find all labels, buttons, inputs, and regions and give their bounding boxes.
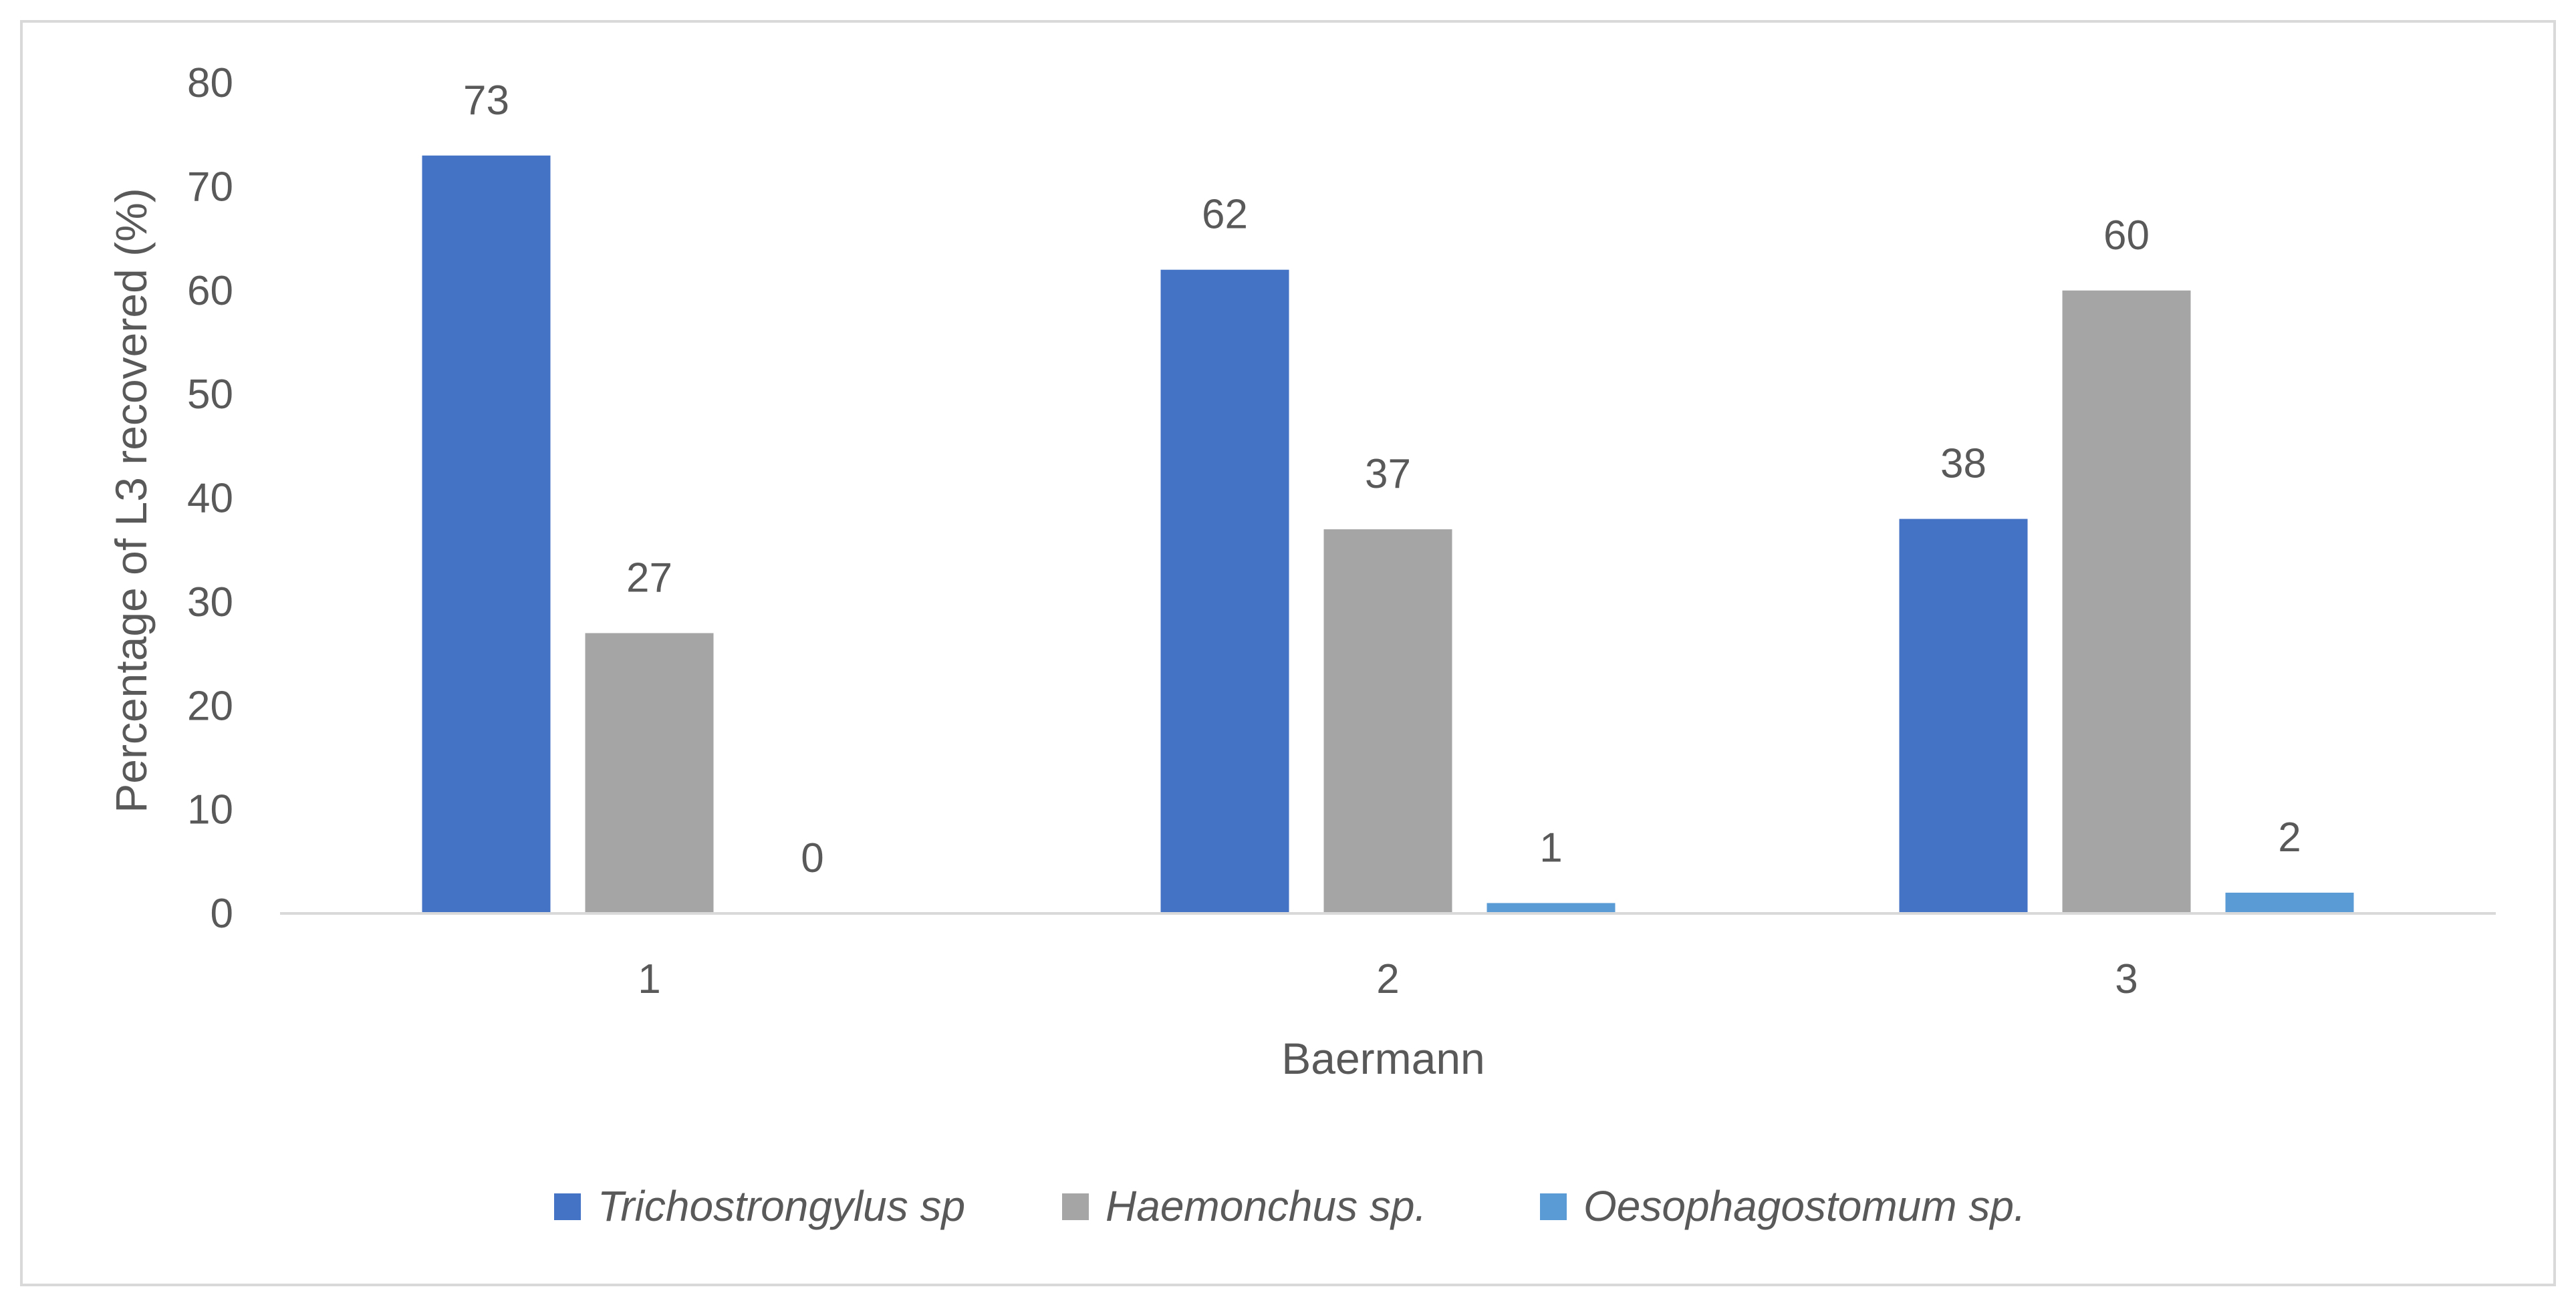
y-tick-label: 10: [187, 787, 233, 833]
y-tick-label: 80: [187, 60, 233, 106]
y-tick-label: 0: [211, 891, 233, 937]
x-tick-label: 3: [2115, 956, 2138, 1002]
bar: [422, 155, 551, 914]
bar: [2225, 892, 2354, 913]
bar: [1160, 269, 1289, 913]
legend-swatch: [554, 1193, 581, 1220]
data-label: 2: [2278, 815, 2301, 861]
x-axis-title: Baermann: [1281, 1034, 1485, 1083]
y-tick-label: 60: [187, 268, 233, 314]
legend-swatch: [1062, 1193, 1089, 1220]
bar: [585, 633, 714, 913]
bar: [1323, 529, 1452, 913]
bar-chart: 0 10 20 30 40 50 60 70 80 73 27 0 62 37 1 38 60 2 1 2 3 Pe…: [106, 60, 2496, 1230]
y-tick-label: 50: [187, 372, 233, 418]
x-tick-label: 2: [1376, 956, 1399, 1002]
data-label: 37: [1365, 451, 1411, 497]
data-label: 27: [626, 555, 672, 601]
legend-label: Oesophagostomum sp.: [1583, 1182, 2026, 1230]
data-label: 1: [1539, 825, 1562, 871]
y-tick-label: 70: [187, 164, 233, 210]
y-axis: 0 10 20 30 40 50 60 70 80: [187, 60, 233, 937]
x-axis: 1 2 3: [638, 956, 2138, 1002]
data-label: 0: [801, 835, 823, 881]
x-tick-label: 1: [638, 956, 660, 1002]
y-axis-title: Percentage of L3 recovered (%): [106, 188, 156, 813]
plot-area: 73 27 0 62 37 1 38 60 2: [422, 78, 2354, 914]
data-label: 60: [2103, 212, 2150, 259]
data-label: 38: [1940, 441, 1986, 487]
legend-label: Trichostrongylus sp: [598, 1182, 965, 1230]
legend: Trichostrongylus sp Haemonchus sp. Oesopha…: [554, 1182, 2026, 1230]
data-label: 73: [463, 78, 509, 124]
chart-frame: 0 10 20 30 40 50 60 70 80 73 27 0 62 37 1 38 60 2 1 2 3 Pe…: [20, 20, 2556, 1286]
bar: [1899, 519, 2028, 913]
bar: [2062, 290, 2191, 913]
y-tick-label: 20: [187, 683, 233, 729]
bar: [1487, 903, 1616, 913]
y-tick-label: 30: [187, 579, 233, 625]
data-label: 62: [1202, 192, 1248, 238]
legend-label: Haemonchus sp.: [1106, 1182, 1426, 1230]
y-tick-label: 40: [187, 476, 233, 522]
legend-swatch: [1540, 1193, 1567, 1220]
